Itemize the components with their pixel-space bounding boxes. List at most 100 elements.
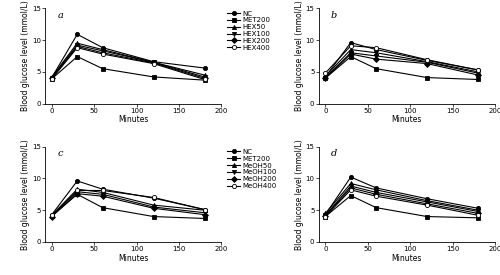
DCM200	[322, 76, 328, 80]
HEX400	[202, 78, 207, 81]
Line: DCM50: DCM50	[323, 48, 480, 78]
HEX100	[150, 61, 156, 64]
NC	[202, 66, 207, 70]
HEX200	[150, 61, 156, 65]
MeOH400	[100, 189, 105, 192]
DCM50	[373, 51, 379, 54]
NC	[150, 60, 156, 63]
HEX400	[150, 62, 156, 65]
Y-axis label: Blood glucose level (mmol/L): Blood glucose level (mmol/L)	[22, 1, 30, 111]
DCM200	[424, 62, 430, 65]
DCM400	[475, 68, 481, 72]
NC	[49, 213, 55, 216]
MeOH100	[74, 190, 80, 193]
MeOH400	[202, 208, 207, 211]
AQE400	[424, 204, 430, 207]
Line: MET200: MET200	[50, 54, 206, 82]
MeOH100	[202, 211, 207, 215]
DCM100	[373, 54, 379, 57]
X-axis label: Minutes: Minutes	[118, 254, 148, 263]
MeOH200	[202, 213, 207, 216]
Line: MeOH50: MeOH50	[50, 187, 206, 217]
Line: DCM100: DCM100	[323, 51, 480, 80]
Line: AQE50: AQE50	[323, 182, 480, 215]
Line: MeOH200: MeOH200	[50, 192, 206, 219]
MET200	[373, 67, 379, 70]
Line: DCM200: DCM200	[323, 52, 480, 80]
DCM200	[475, 73, 481, 77]
Text: a: a	[58, 11, 63, 20]
NC	[322, 75, 328, 79]
HEX200	[100, 51, 105, 54]
HEX100	[202, 75, 207, 79]
DCM50	[322, 75, 328, 78]
HEX50	[202, 73, 207, 77]
MeOH50	[74, 188, 80, 191]
MET200	[74, 55, 80, 58]
NC	[348, 175, 354, 179]
DCM100	[475, 72, 481, 75]
NC	[475, 207, 481, 210]
HEX200	[74, 45, 80, 48]
Line: NC: NC	[323, 40, 480, 79]
HEX50	[74, 42, 80, 45]
NC	[202, 208, 207, 211]
MeOH200	[49, 215, 55, 218]
HEX50	[49, 75, 55, 79]
AQE100	[475, 210, 481, 213]
HEX400	[100, 53, 105, 56]
AQE400	[322, 215, 328, 218]
NC	[100, 46, 105, 49]
DCM400	[373, 46, 379, 49]
AQE100	[373, 191, 379, 194]
MET200	[150, 75, 156, 79]
NC	[74, 33, 80, 36]
MeOH100	[100, 193, 105, 196]
Text: c: c	[58, 149, 63, 158]
DCM100	[348, 51, 354, 54]
MeOH400	[49, 214, 55, 217]
MeOH50	[100, 191, 105, 194]
Legend: NC, MET200, MeOH50, MeOH100, MeOH200, MeOH400: NC, MET200, MeOH50, MeOH100, MeOH200, Me…	[226, 148, 277, 190]
MeOH100	[150, 205, 156, 209]
Line: HEX50: HEX50	[50, 41, 206, 79]
NC	[150, 196, 156, 200]
Line: NC: NC	[323, 175, 480, 217]
AQE200	[424, 202, 430, 205]
AQE200	[373, 193, 379, 196]
AQE400	[373, 194, 379, 198]
AQE400	[348, 188, 354, 191]
MET200	[322, 76, 328, 80]
AQE50	[475, 208, 481, 212]
HEX100	[49, 76, 55, 79]
NC	[424, 59, 430, 62]
NC	[475, 68, 481, 72]
MET200	[322, 215, 328, 218]
NC	[100, 188, 105, 191]
Line: NC: NC	[50, 179, 206, 217]
Text: d: d	[331, 149, 337, 158]
Line: NC: NC	[50, 32, 206, 80]
DCM400	[424, 58, 430, 61]
X-axis label: Minutes: Minutes	[392, 115, 422, 124]
Y-axis label: Blood glucose level (mmol/L): Blood glucose level (mmol/L)	[295, 139, 304, 250]
MET200	[348, 194, 354, 197]
MET200	[74, 193, 80, 196]
MET200	[348, 55, 354, 58]
X-axis label: Minutes: Minutes	[392, 254, 422, 263]
AQE50	[348, 182, 354, 185]
AQE200	[322, 214, 328, 218]
Line: AQE100: AQE100	[323, 184, 480, 217]
MET200	[424, 76, 430, 79]
NC	[322, 213, 328, 216]
AQE400	[475, 214, 481, 217]
DCM400	[322, 72, 328, 75]
MET200	[373, 206, 379, 209]
NC	[348, 41, 354, 44]
MeOH50	[150, 204, 156, 207]
NC	[424, 197, 430, 200]
AQE50	[373, 188, 379, 191]
DCM200	[373, 57, 379, 61]
MeOH400	[150, 196, 156, 199]
NC	[373, 48, 379, 51]
